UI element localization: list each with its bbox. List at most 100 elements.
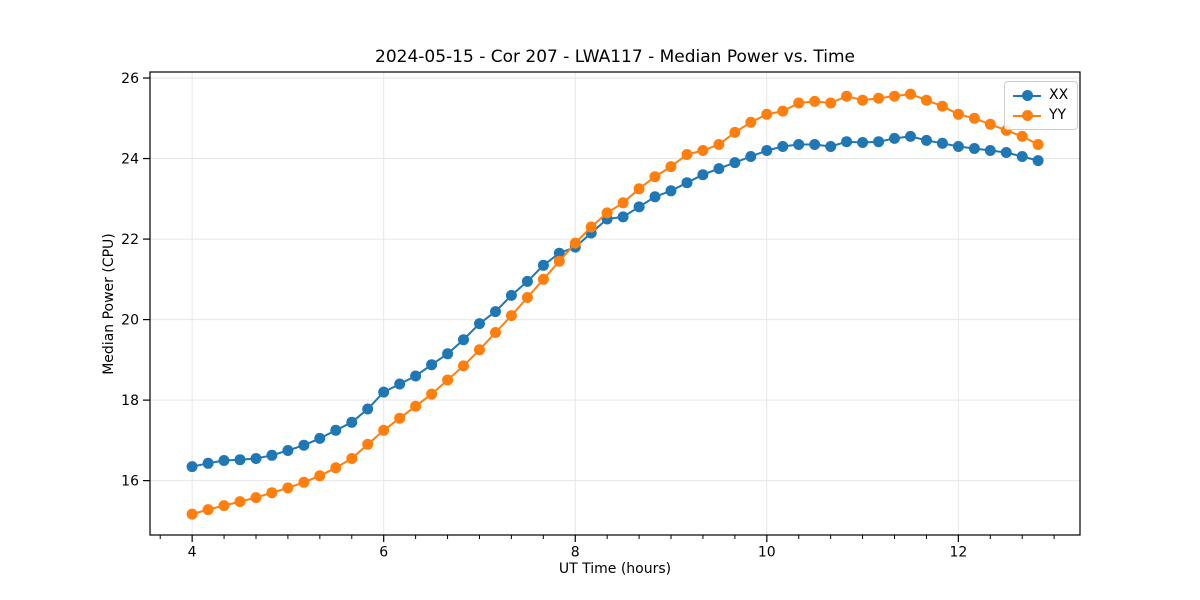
marker-xx: [250, 453, 262, 464]
marker-xx: [218, 455, 230, 466]
marker-xx: [474, 318, 485, 330]
marker-xx: [665, 185, 677, 197]
marker-yy: [553, 255, 565, 267]
marker-xx: [873, 136, 885, 148]
marker-xx: [458, 334, 469, 346]
marker-xx: [394, 378, 406, 390]
legend-marker-yy-icon: [1013, 110, 1041, 121]
marker-xx: [825, 141, 837, 152]
marker-xx: [186, 461, 198, 473]
marker-yy: [410, 400, 422, 412]
marker-yy: [250, 492, 262, 504]
marker-yy: [617, 197, 629, 209]
marker-yy: [426, 388, 438, 400]
marker-yy: [202, 504, 214, 516]
marker-yy: [505, 310, 517, 322]
legend-entry-xx: XX: [1013, 87, 1068, 104]
marker-yy: [266, 487, 278, 499]
y-tick-label-24: 24: [121, 152, 139, 168]
marker-yy: [490, 327, 501, 338]
marker-xx: [553, 247, 565, 259]
marker-yy: [729, 126, 741, 138]
marker-xx: [234, 454, 246, 466]
marker-yy: [713, 139, 725, 150]
marker-xx: [777, 141, 789, 152]
marker-xx: [889, 132, 900, 144]
marker-yy: [841, 90, 853, 102]
y-axis-label: Median Power (CPU): [101, 233, 117, 375]
marker-yy: [649, 171, 661, 183]
x-tick-label-6: 6: [379, 545, 388, 561]
marker-xx: [761, 145, 773, 156]
y-tick-label-16: 16: [121, 474, 139, 490]
y-tick-label-20: 20: [121, 313, 139, 329]
marker-xx: [841, 136, 853, 148]
marker-yy: [569, 237, 581, 249]
marker-yy: [968, 112, 980, 124]
marker-xx: [905, 130, 916, 142]
marker-yy: [601, 207, 613, 219]
marker-xx: [298, 439, 310, 451]
marker-xx: [617, 211, 629, 223]
marker-xx: [426, 359, 438, 371]
marker-yy: [394, 412, 406, 424]
marker-yy: [234, 496, 246, 508]
x-tick-label-10: 10: [758, 545, 776, 561]
marker-xx: [521, 275, 533, 287]
marker-yy: [793, 97, 805, 109]
marker-yy: [697, 145, 709, 156]
marker-xx: [378, 386, 390, 398]
marker-yy: [537, 273, 549, 285]
marker-yy: [378, 424, 390, 436]
marker-yy: [585, 221, 597, 233]
x-tick-label-8: 8: [571, 545, 580, 561]
marker-xx: [202, 457, 214, 469]
marker-yy: [761, 108, 773, 120]
marker-yy: [809, 95, 821, 107]
x-axis-label: UT Time (hours): [558, 561, 672, 577]
marker-xx: [282, 445, 294, 456]
marker-xx: [537, 259, 549, 271]
marker-xx: [681, 177, 693, 189]
marker-xx: [314, 432, 326, 444]
marker-yy: [1032, 139, 1044, 150]
marker-xx: [809, 139, 821, 150]
marker-yy: [298, 476, 310, 488]
marker-yy: [984, 118, 996, 130]
marker-xx: [697, 169, 709, 181]
marker-xx: [1032, 155, 1044, 167]
marker-xx: [649, 191, 661, 203]
y-tick-label-18: 18: [121, 393, 139, 409]
plot-frame: [149, 71, 1081, 536]
marker-yy: [633, 183, 645, 195]
marker-yy: [458, 360, 469, 372]
chart-title: 2024-05-15 - Cor 207 - LWA117 - Median P…: [375, 47, 855, 67]
legend-entry-yy: YY: [1013, 107, 1068, 124]
marker-yy: [889, 90, 900, 102]
marker-yy: [362, 438, 374, 450]
marker-yy: [681, 149, 693, 160]
marker-xx: [346, 416, 358, 428]
marker-xx: [1016, 151, 1028, 162]
x-tick-label-12: 12: [949, 545, 967, 561]
marker-xx: [968, 143, 980, 154]
marker-yy: [186, 508, 198, 520]
x-tick-label-4: 4: [188, 545, 197, 561]
marker-yy: [1016, 130, 1028, 142]
marker-yy: [330, 462, 342, 474]
marker-yy: [936, 100, 948, 112]
marker-xx: [793, 139, 805, 150]
marker-xx: [713, 163, 725, 175]
legend-marker-xx-icon: [1013, 90, 1041, 101]
marker-yy: [905, 88, 916, 100]
marker-xx: [633, 201, 645, 213]
marker-xx: [442, 348, 454, 360]
marker-yy: [873, 92, 885, 104]
marker-xx: [936, 137, 948, 149]
marker-yy: [521, 292, 533, 303]
marker-yy: [952, 108, 964, 120]
series-line-yy: [191, 93, 1039, 516]
marker-xx: [729, 157, 741, 169]
